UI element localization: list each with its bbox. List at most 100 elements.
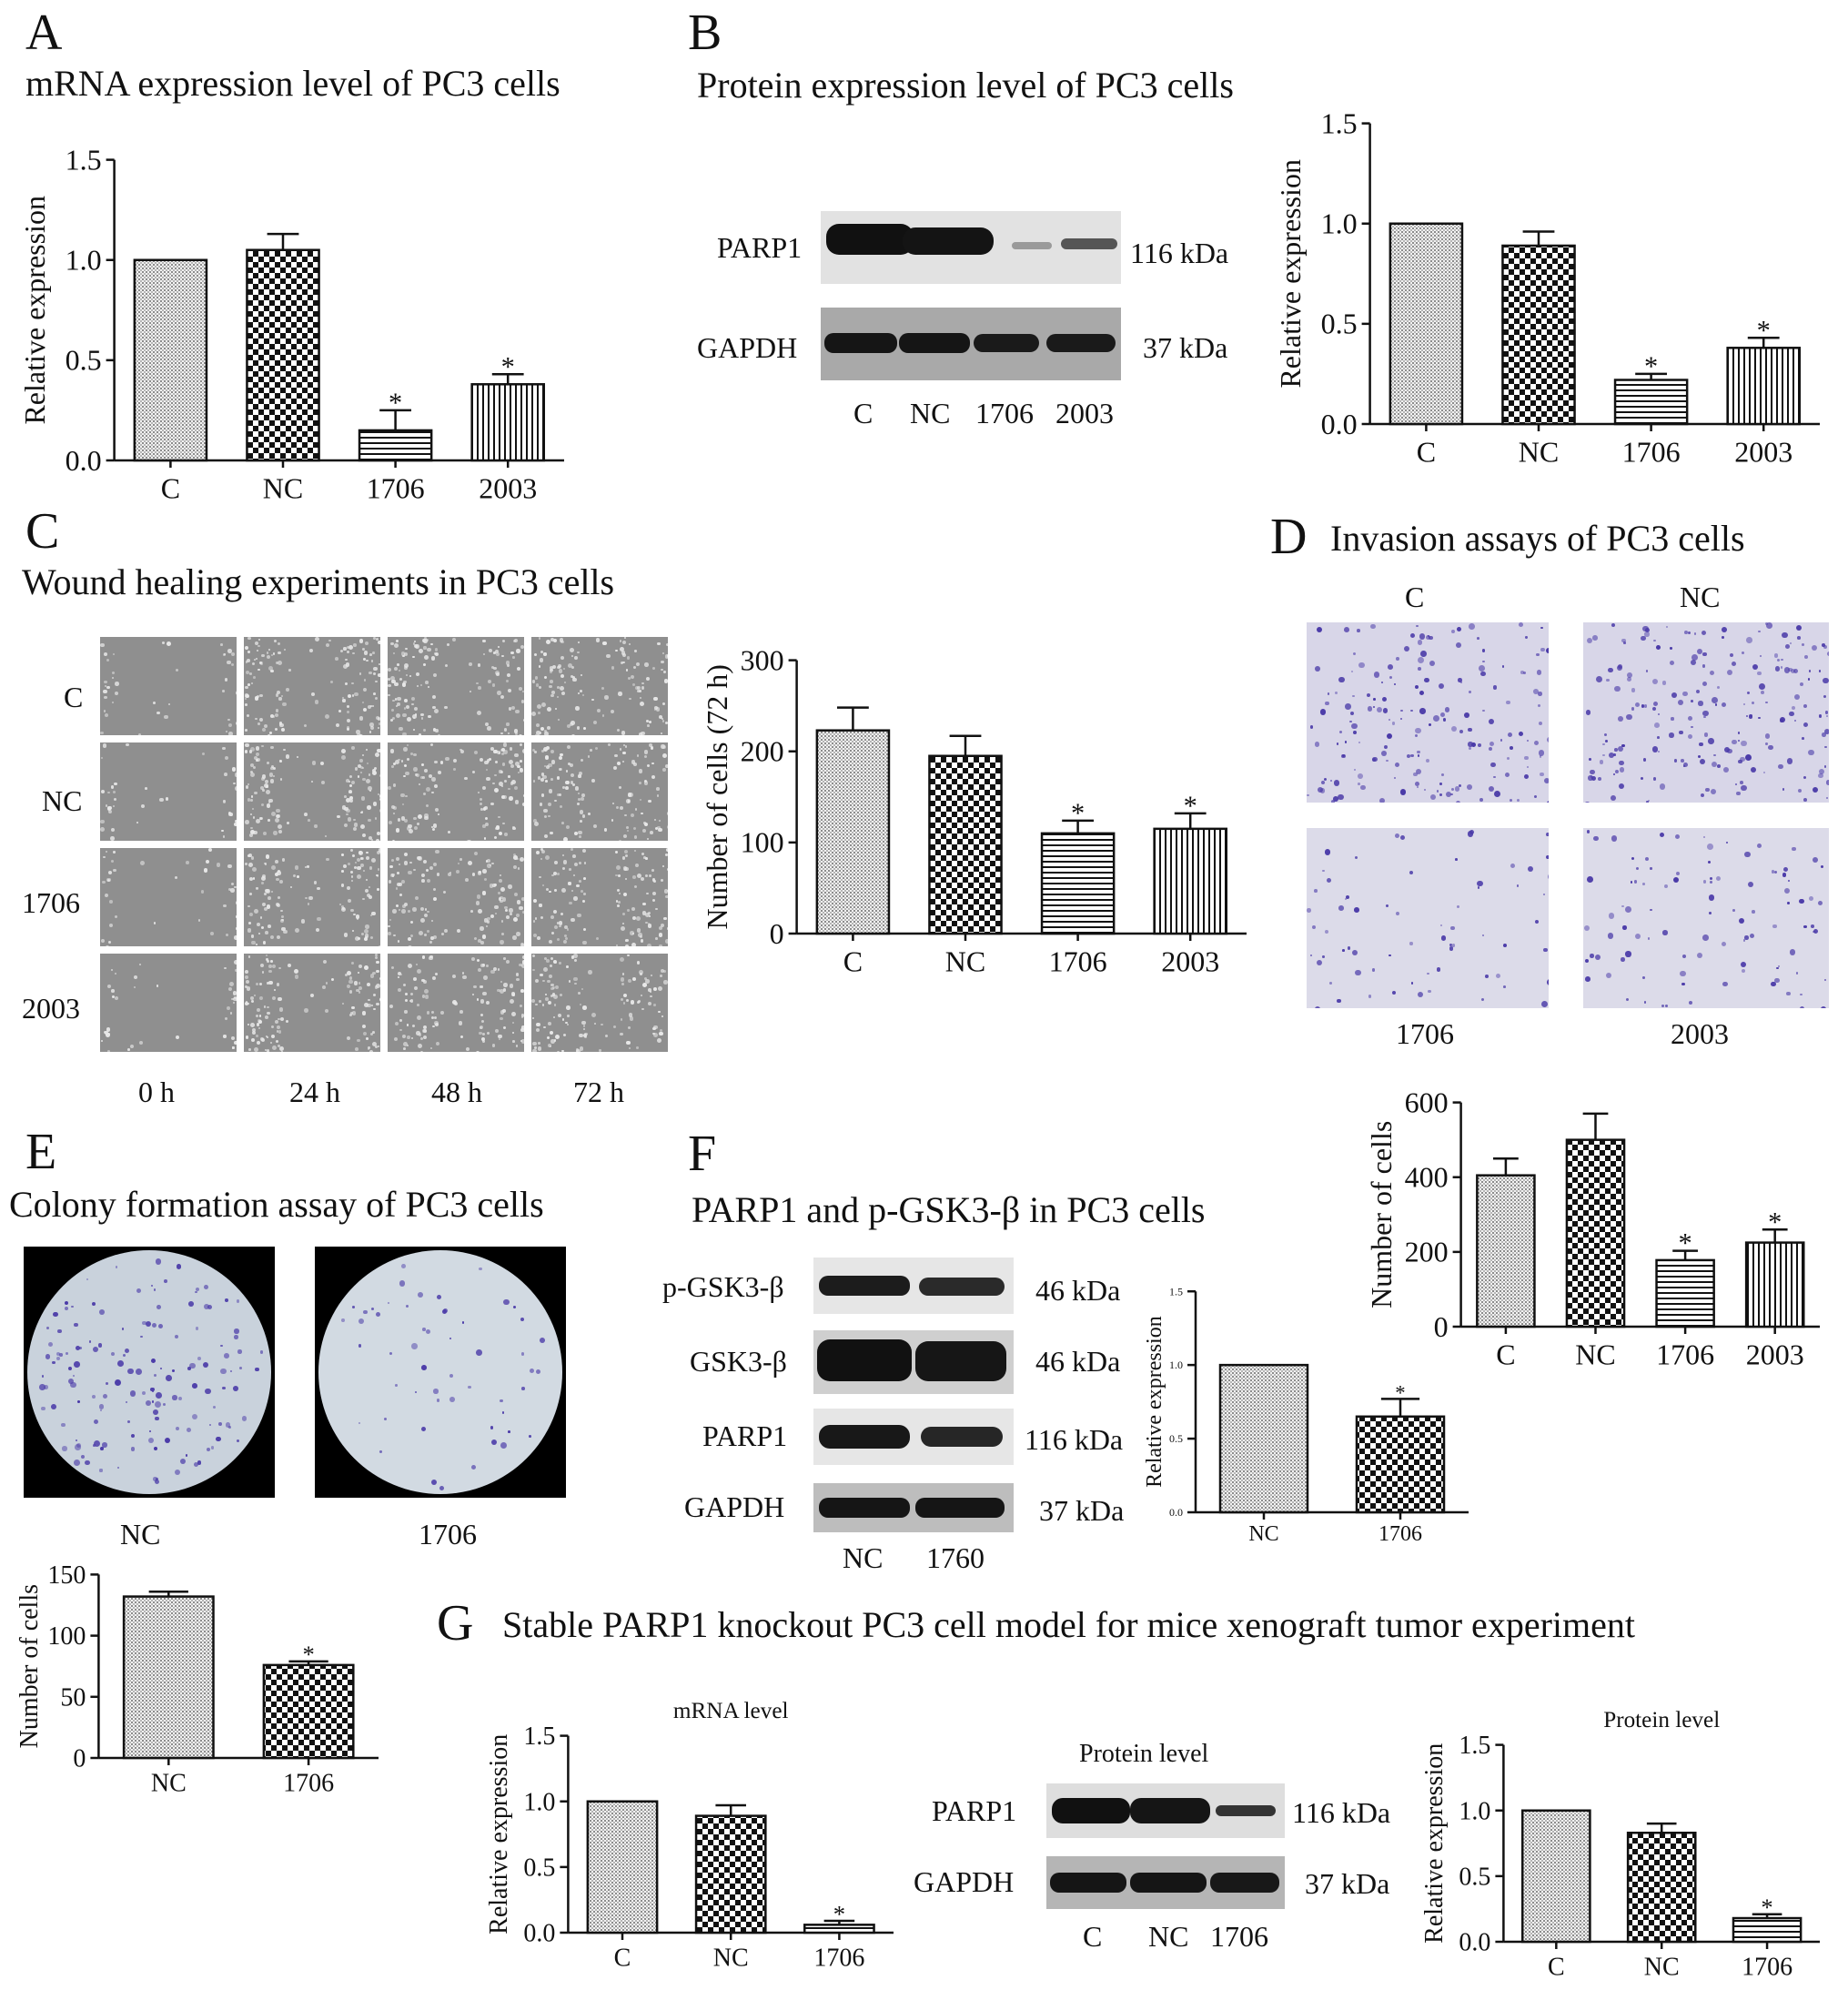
x-tick-label: 1706 <box>367 472 425 505</box>
colony-label-1706: 1706 <box>419 1518 477 1551</box>
y-tick-label: 0.5 <box>66 344 102 377</box>
bar-2003 <box>1726 347 1802 426</box>
blot-f-label-gapdh: GAPDH <box>684 1490 785 1523</box>
blot-b-kda-37: 37 kDa <box>1143 331 1228 364</box>
panel-title-f: PARP1 and p-GSK3-β in PC3 cells <box>692 1189 1206 1230</box>
x-tick-label: C <box>843 945 863 978</box>
wound-cell <box>244 637 380 735</box>
blot-g-title: Protein level <box>1079 1740 1209 1768</box>
chart-title: Protein level <box>1603 1708 1720 1732</box>
x-tick-label: 1706 <box>283 1769 334 1797</box>
panel-letter-c: C <box>25 503 60 560</box>
wound-cell <box>100 954 237 1052</box>
bar-2003 <box>470 383 546 462</box>
colony-plate-nc <box>24 1247 275 1498</box>
significance-star: * <box>501 351 515 382</box>
y-tick-label: 0.0 <box>66 444 102 477</box>
x-tick-label: 1706 <box>1049 945 1107 978</box>
blot-f-lane-1760: 1760 <box>926 1541 985 1574</box>
y-tick-label: 1.5 <box>1321 106 1358 139</box>
y-tick-label: 200 <box>1405 1236 1449 1268</box>
blot-g-parp1 <box>1046 1783 1285 1838</box>
x-tick-label: 2003 <box>1161 945 1219 978</box>
colony-dish-1706 <box>318 1250 562 1494</box>
x-tick-label: NC <box>713 1944 749 1972</box>
bar-nc <box>1626 1832 1697 1944</box>
y-axis-label: Relative expression <box>1420 1743 1449 1944</box>
blot-f-label-parp1: PARP1 <box>702 1419 788 1452</box>
significance-star: * <box>389 388 402 419</box>
wound-cell <box>388 954 524 1052</box>
invasion-label-c: C <box>1405 581 1425 613</box>
x-tick-label: NC <box>1248 1522 1278 1546</box>
bar-c <box>1521 1809 1591 1944</box>
invasion-label-nc: NC <box>1680 581 1721 613</box>
bar-nc <box>928 754 1003 935</box>
bar-1706 <box>1355 1415 1446 1514</box>
blot-b-lane-c: C <box>853 397 874 429</box>
blot-f-p-gsk3b <box>813 1258 1014 1314</box>
wound-cell <box>531 848 668 946</box>
bar-nc <box>246 248 320 462</box>
wound-cell <box>531 742 668 841</box>
blot-g-lane-c: C <box>1083 1920 1103 1953</box>
significance-star: * <box>302 1641 314 1668</box>
x-tick-label: 2003 <box>479 472 537 505</box>
y-tick-label: 1.5 <box>1459 1732 1490 1760</box>
invasion-label-2003: 2003 <box>1671 1017 1729 1050</box>
y-axis-label: Relative expression <box>485 1734 513 1934</box>
y-axis-label: Number of cells <box>1365 1121 1398 1308</box>
wound-cell <box>531 954 668 1052</box>
blot-f-kda-gsk3b: 46 kDa <box>1035 1345 1121 1378</box>
bar-1706 <box>262 1663 355 1760</box>
x-tick-label: 1706 <box>1656 1338 1714 1371</box>
significance-star: * <box>1644 351 1658 382</box>
blot-b-parp1 <box>821 211 1121 284</box>
significance-star: * <box>1184 790 1197 821</box>
bar-1706 <box>1655 1258 1715 1328</box>
blot-g-gapdh <box>1046 1856 1285 1909</box>
y-tick-label: 150 <box>47 1561 86 1590</box>
x-tick-label: NC <box>263 472 303 505</box>
y-tick-label: 0.5 <box>1321 308 1358 340</box>
y-axis-label: Relative expression <box>1274 159 1307 388</box>
y-tick-label: 1.0 <box>66 244 102 277</box>
bar-nc <box>1218 1363 1309 1514</box>
wound-cell <box>388 742 524 841</box>
blot-f-gapdh <box>813 1483 1014 1532</box>
significance-star: * <box>1757 315 1771 346</box>
chart-a: 0.0 0.5 1.0 1.5 Relative expression C NC * 1706 *… <box>18 143 564 505</box>
invasion-image-nc <box>1583 622 1829 803</box>
chart-title: mRNA level <box>673 1699 789 1723</box>
bar-c <box>815 729 891 935</box>
blot-f-kda-gapdh: 37 kDa <box>1039 1494 1125 1527</box>
chart-b: 0.0 0.5 1.0 1.5 Relative expression C NC * 1706 *… <box>1274 106 1820 469</box>
panel-letter-f: F <box>688 1126 717 1182</box>
blot-b-lane-nc: NC <box>910 397 951 429</box>
y-tick-label: 1.0 <box>1321 207 1358 240</box>
panel-title-e: Colony formation assay of PC3 cells <box>9 1184 544 1225</box>
invasion-image-2003 <box>1583 828 1829 1008</box>
x-tick-label: C <box>1496 1338 1515 1371</box>
wound-cell <box>244 848 380 946</box>
x-tick-label: C <box>161 472 180 505</box>
wound-healing-grid <box>100 637 672 1056</box>
wound-row-2003: 2003 <box>22 992 80 1025</box>
x-tick-label: NC <box>1519 436 1559 469</box>
x-tick-label: 1706 <box>813 1944 864 1972</box>
bar-c <box>133 258 208 462</box>
chart-g-mrna: 0.0 0.5 1.0 1.5 Relative expression mRNA leve… <box>485 1699 894 1972</box>
blot-b-gapdh <box>821 308 1121 380</box>
wound-cell <box>388 848 524 946</box>
x-tick-label: C <box>1548 1953 1565 1981</box>
blot-g-label-parp1: PARP1 <box>932 1794 1017 1827</box>
y-tick-label: 300 <box>741 643 784 676</box>
y-tick-label: 0.0 <box>1321 408 1358 440</box>
wound-cell <box>244 742 380 841</box>
invasion-image-1706 <box>1307 828 1549 1008</box>
blot-b-label-parp1: PARP1 <box>717 231 803 264</box>
wound-row-nc: NC <box>42 784 83 817</box>
blot-f-kda-p-gsk3b: 46 kDa <box>1035 1274 1121 1307</box>
bar-1706 <box>1732 1916 1803 1944</box>
